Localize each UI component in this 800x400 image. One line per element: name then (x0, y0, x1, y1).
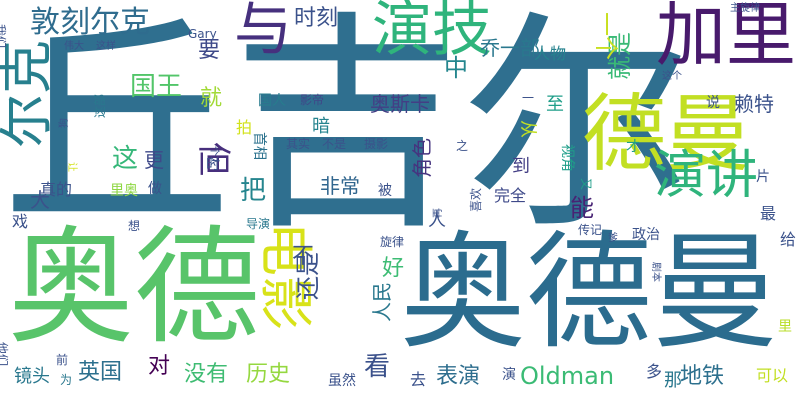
word-photography: 摄影 (364, 137, 389, 151)
word-this: 这 (112, 144, 139, 174)
word-this-one: 这个 (662, 71, 682, 82)
word-li: 里 (778, 319, 792, 335)
word-only: 才 (626, 139, 640, 155)
word-shoot: 拍 (236, 118, 253, 137)
word-director: 导演 (246, 217, 271, 231)
word-such: 这样 (96, 41, 116, 52)
word-to: 至 (546, 94, 564, 115)
word-moment: 时刻 (294, 6, 339, 31)
word-politics: 政治 (632, 227, 660, 243)
word-dunkirk: 敦刻尔克 (30, 5, 150, 40)
word-biography: 传记 (578, 223, 603, 237)
word-can-yi: 可以 (756, 366, 789, 385)
word-pm: 首相 (251, 132, 267, 160)
word-person: 人 (428, 210, 446, 231)
word-film: 片 (756, 169, 770, 185)
word-odeman: 奥德曼 (400, 219, 778, 366)
word-isnot: 不是 (322, 137, 347, 151)
word-people: 人民 (370, 282, 394, 322)
word-before: 前 (56, 353, 69, 367)
word-of: 之 (456, 139, 469, 153)
word-dark: 暗 (312, 116, 330, 137)
word-most: 最 (760, 204, 777, 223)
word-can: 能 (570, 194, 594, 222)
word-oude: 奥德 (8, 214, 260, 361)
word-wright: 赖特 (734, 92, 774, 116)
word-from: 从 (517, 120, 538, 138)
word-complete: 完全 (494, 186, 527, 205)
word-not: 不 (292, 244, 315, 269)
word-with: 与 (234, 0, 293, 63)
word-main-melody: 主旋律 (730, 3, 760, 14)
word-melody: 旋律 (380, 235, 405, 249)
word-character: 人物 (534, 44, 567, 63)
word-drama: 戏 (12, 212, 29, 231)
word-really: 真的 (40, 180, 73, 199)
word-deman: 德曼 (582, 85, 751, 183)
word-leo: 里奥 (110, 183, 138, 199)
word-uk: 英国 (78, 360, 123, 385)
word-arrive: 到 (512, 156, 530, 177)
word-actually: 其实 (286, 137, 311, 151)
word-speech: 演讲 (654, 146, 759, 206)
word-gary: 加里 (656, 0, 796, 76)
word-by: 被 (378, 183, 392, 199)
word-act: 演 (502, 367, 516, 383)
word-none: 没有 (184, 362, 229, 387)
word-also: 又 (579, 178, 593, 191)
word-they: 他们 (0, 342, 9, 367)
word-this-film: 这部 (93, 93, 107, 118)
word-king: 国王 (130, 72, 183, 102)
word-let: 让 (66, 162, 77, 172)
word-dad: 爹 (608, 233, 618, 244)
word-script: 剧本 (650, 262, 661, 282)
word-want: 要 (198, 38, 221, 63)
word-think: 想 (128, 219, 141, 233)
word-jiu: 就 (200, 86, 223, 111)
word-give: 给 (780, 230, 797, 249)
word-many: 多 (646, 362, 663, 381)
word-history: 历史 (246, 362, 291, 387)
word-great: 伟大 (64, 41, 84, 52)
word-that: 那 (664, 370, 682, 391)
word-middle: 中 (444, 54, 468, 82)
word-look: 看 (364, 352, 391, 382)
word-yi: 一 (522, 91, 535, 105)
word-oscar: 奥斯卡 (370, 92, 430, 116)
word-dui: 对 (148, 354, 171, 379)
word-lens: 镜头 (14, 366, 50, 387)
word-shi: 时 (206, 157, 220, 173)
word-erke: 尔克 (0, 40, 58, 148)
word-dog: 狗 (59, 118, 70, 128)
word-very: 非常 (320, 174, 360, 198)
word-acting: 演技 (372, 0, 492, 65)
word-gary-en: Gary (188, 27, 217, 41)
word-like: 喜欢 (469, 187, 483, 212)
word-more: 更 (144, 148, 164, 172)
word-one: 一个 (592, 12, 620, 60)
word-oldman: Oldman (520, 362, 615, 390)
word-big: 大 (30, 188, 50, 212)
word-national: 国人 (258, 93, 286, 109)
word-qiao: 乔一部 (480, 36, 540, 60)
word-perform: 表演 (436, 364, 481, 389)
word-good: 好 (382, 256, 405, 281)
word-view: 视角 (559, 144, 575, 172)
word-ba: 把 (240, 176, 267, 206)
word-say: 说 (706, 95, 720, 111)
word-best-actor: 影帝 (300, 93, 325, 107)
word-we: 我们 (0, 24, 7, 49)
word-for: 为 (60, 373, 73, 387)
word-subway: 地铁 (680, 364, 725, 389)
word-go: 去 (410, 370, 427, 389)
word-do: 做 (148, 181, 162, 197)
word-although: 虽然 (328, 373, 356, 389)
word-churchill: 丘吉尔 (2, 0, 693, 260)
word-role: 角色 (410, 138, 434, 178)
